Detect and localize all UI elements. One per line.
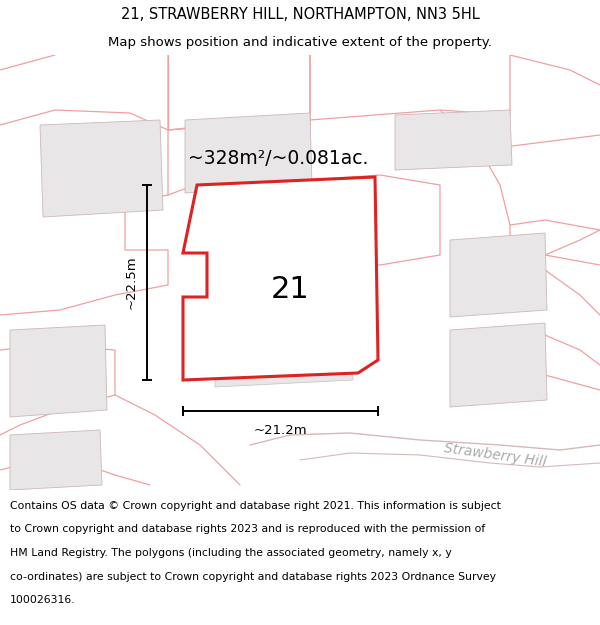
Polygon shape	[10, 325, 107, 417]
Text: to Crown copyright and database rights 2023 and is reproduced with the permissio: to Crown copyright and database rights 2…	[10, 524, 485, 534]
Polygon shape	[215, 233, 353, 387]
Polygon shape	[395, 110, 512, 170]
Text: ~22.5m: ~22.5m	[125, 256, 137, 309]
Text: 21, STRAWBERRY HILL, NORTHAMPTON, NN3 5HL: 21, STRAWBERRY HILL, NORTHAMPTON, NN3 5H…	[121, 8, 479, 22]
Polygon shape	[450, 233, 547, 317]
Polygon shape	[10, 430, 102, 490]
Text: Map shows position and indicative extent of the property.: Map shows position and indicative extent…	[108, 36, 492, 49]
Polygon shape	[183, 177, 378, 380]
Text: ~328m²/~0.081ac.: ~328m²/~0.081ac.	[188, 149, 368, 168]
Text: Contains OS data © Crown copyright and database right 2021. This information is : Contains OS data © Crown copyright and d…	[10, 501, 501, 511]
Text: 21: 21	[271, 276, 310, 304]
Text: Strawberry Hill: Strawberry Hill	[443, 441, 547, 469]
Text: HM Land Registry. The polygons (including the associated geometry, namely x, y: HM Land Registry. The polygons (includin…	[10, 548, 452, 558]
Polygon shape	[185, 113, 312, 193]
Polygon shape	[40, 120, 163, 217]
Text: ~21.2m: ~21.2m	[254, 424, 307, 437]
Text: co-ordinates) are subject to Crown copyright and database rights 2023 Ordnance S: co-ordinates) are subject to Crown copyr…	[10, 572, 496, 582]
Text: 100026316.: 100026316.	[10, 595, 76, 605]
Polygon shape	[450, 323, 547, 407]
